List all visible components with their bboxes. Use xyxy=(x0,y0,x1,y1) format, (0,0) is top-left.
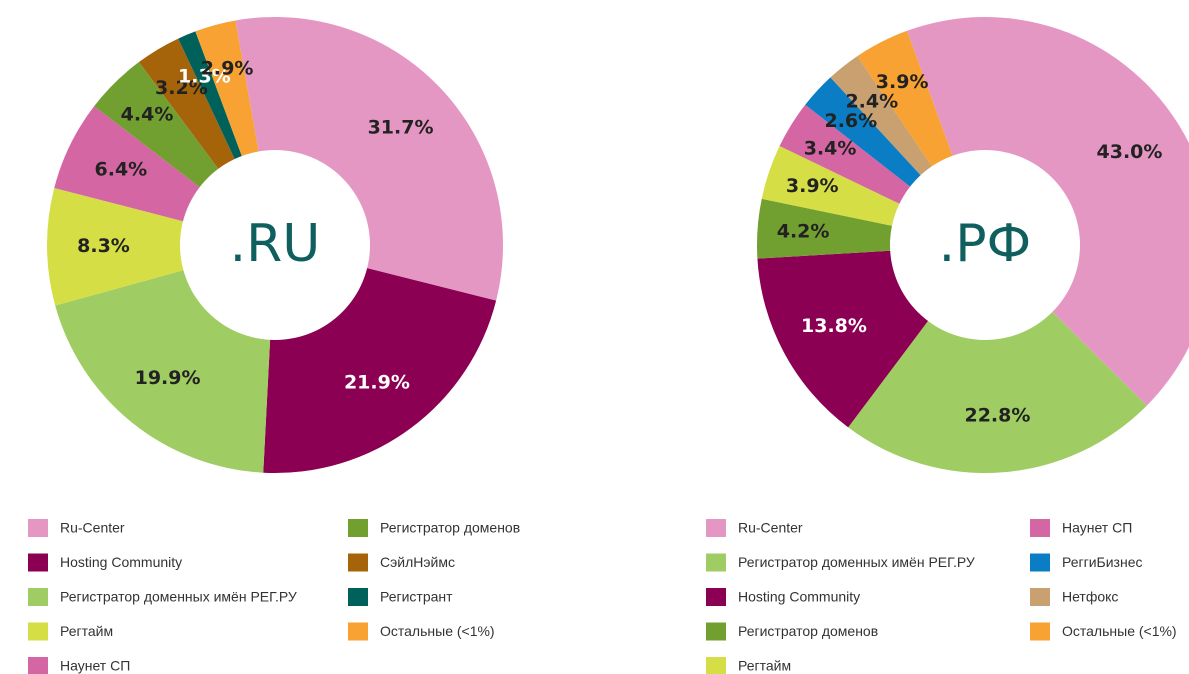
legend-swatch xyxy=(1030,622,1050,641)
data-label: 21.9% xyxy=(344,371,410,393)
legend-label: Регистратор доменов xyxy=(380,520,520,536)
legend-label: Наунет СП xyxy=(60,658,130,674)
data-label: 3.4% xyxy=(804,137,857,159)
pie-slice xyxy=(46,187,275,306)
donut-hole xyxy=(180,150,370,340)
data-label: 2.6% xyxy=(824,110,877,132)
data-label: 2.4% xyxy=(845,90,898,112)
legend-swatch xyxy=(348,519,368,537)
legend-label: Регистратор доменных имён РЕГ.РУ xyxy=(60,589,297,605)
data-label: 13.8% xyxy=(801,315,867,337)
legend-swatch xyxy=(1030,553,1050,572)
center-label: .RU xyxy=(230,214,321,274)
legend-swatch xyxy=(706,519,726,537)
data-label: 31.7% xyxy=(368,117,434,139)
legend-label: Регистратор доменов xyxy=(738,623,878,639)
data-label: 2.9% xyxy=(201,57,254,79)
center-label: .РФ xyxy=(939,214,1032,274)
donut-hole xyxy=(890,150,1080,340)
legend-label: Регистрант xyxy=(380,589,453,605)
legend-label: РеггиБизнес xyxy=(1062,554,1143,570)
data-label: 3.2% xyxy=(155,77,208,99)
legend-swatch xyxy=(28,519,48,537)
legend-label: Нетфокс xyxy=(1062,589,1118,605)
legend-label: Ru-Center xyxy=(738,520,803,536)
data-label: 8.3% xyxy=(77,235,130,257)
legend-swatch xyxy=(348,553,368,572)
data-label: 43.0% xyxy=(1097,141,1163,163)
legend-label: Регистратор доменных имён РЕГ.РУ xyxy=(738,554,975,570)
data-label: 22.8% xyxy=(964,405,1030,427)
legend-swatch xyxy=(706,622,726,641)
legend-label: Регтайм xyxy=(738,658,791,674)
legend-swatch xyxy=(28,588,48,606)
legend-label: СэйлНэймс xyxy=(380,554,455,570)
legend-label: Регтайм xyxy=(60,623,113,639)
data-label: 6.4% xyxy=(95,158,148,180)
data-label: 4.2% xyxy=(777,220,830,242)
data-label: 19.9% xyxy=(135,367,201,389)
legend-swatch xyxy=(348,622,368,641)
legend-label: Остальные (<1%) xyxy=(1062,623,1177,639)
legend-swatch xyxy=(706,553,726,572)
data-label: 4.4% xyxy=(121,104,174,126)
data-label: 3.9% xyxy=(876,71,929,93)
legend-label: Ru-Center xyxy=(60,520,125,536)
data-label: 3.9% xyxy=(786,175,839,197)
legend-swatch xyxy=(1030,588,1050,606)
legend-swatch xyxy=(28,657,48,674)
legend-swatch xyxy=(348,588,368,606)
legend-label: Hosting Community xyxy=(60,554,182,570)
legend-label: Hosting Community xyxy=(738,589,860,605)
pie-slice xyxy=(848,245,1147,473)
legend-swatch xyxy=(28,622,48,641)
legend-swatch xyxy=(28,553,48,572)
legend-swatch xyxy=(706,588,726,606)
legend-swatch xyxy=(706,657,726,674)
legend-label: Наунет СП xyxy=(1062,520,1132,536)
legend-label: Остальные (<1%) xyxy=(380,623,495,639)
legend-swatch xyxy=(1030,519,1050,537)
data-label: 1.3% xyxy=(178,65,231,87)
